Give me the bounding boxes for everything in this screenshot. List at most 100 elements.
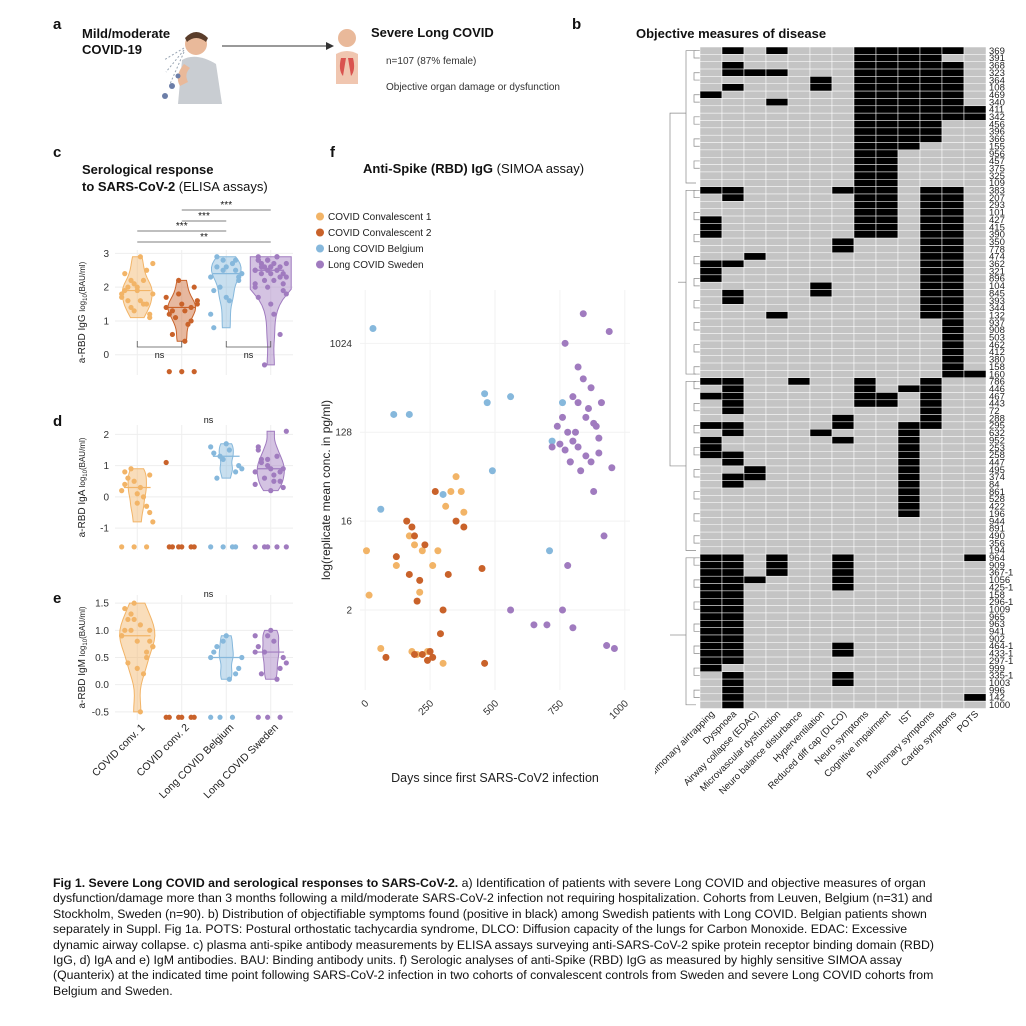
heatmap-cell xyxy=(919,76,943,85)
dendrogram-leaf xyxy=(693,447,700,456)
data-point xyxy=(131,600,137,606)
data-point xyxy=(268,488,274,494)
heatmap-cell xyxy=(919,318,943,327)
heatmap-cell xyxy=(699,274,723,283)
heatmap-cell xyxy=(809,223,833,231)
heatmap-cell xyxy=(787,105,811,114)
legend-label: COVID Convalescent 2 xyxy=(328,228,432,239)
heatmap-cell xyxy=(721,98,745,107)
heatmap-cell xyxy=(875,186,899,195)
heatmap-cell xyxy=(809,274,833,283)
heatmap-cell xyxy=(875,524,899,533)
heatmap-cell xyxy=(765,620,789,628)
heatmap-cell xyxy=(721,120,745,129)
heatmap-cell xyxy=(765,259,789,268)
heatmap-cell xyxy=(809,76,833,85)
heatmap-cell xyxy=(721,590,745,599)
heatmap-row-label: 158 xyxy=(989,362,1005,373)
heatmap-cell xyxy=(919,451,943,459)
panel-a-right-title: Severe Long COVID xyxy=(371,25,494,40)
scatter-point xyxy=(577,467,585,475)
heatmap-cell xyxy=(941,112,965,121)
heatmap-cell xyxy=(787,120,811,129)
heatmap-row-label: 368 xyxy=(989,61,1005,72)
heatmap-cell xyxy=(809,428,833,437)
heatmap-cell xyxy=(831,517,855,525)
heatmap-cell xyxy=(721,627,745,636)
heatmap-cell xyxy=(743,399,767,408)
heatmap-cell xyxy=(941,311,965,320)
dendrogram-leaf xyxy=(693,403,700,412)
heatmap-cell xyxy=(721,561,745,570)
heatmap-row-label: 495 xyxy=(989,465,1005,476)
heatmap-row-label: 446 xyxy=(989,384,1005,395)
data-point xyxy=(252,469,258,475)
dendrogram-leaf xyxy=(693,491,700,500)
heatmap-cell xyxy=(853,149,877,158)
heatmap-row-label: 956 xyxy=(989,149,1005,160)
heatmap-cell xyxy=(699,54,723,62)
heatmap-cell xyxy=(765,105,789,114)
heatmap-row-label: 362 xyxy=(989,259,1005,270)
heatmap-cell xyxy=(809,524,833,533)
heatmap-cell xyxy=(941,318,965,327)
heatmap-cell xyxy=(831,605,855,614)
heatmap-cell xyxy=(963,318,987,327)
data-point xyxy=(214,644,220,650)
heatmap-row-label: 391 xyxy=(989,53,1005,64)
heatmap-cell xyxy=(831,157,855,165)
heatmap-cell xyxy=(831,98,855,107)
heatmap-cell xyxy=(941,553,965,562)
heatmap-cell xyxy=(875,289,899,298)
data-point xyxy=(226,298,232,304)
heatmap-cell xyxy=(919,392,943,401)
heatmap-cell xyxy=(941,671,965,680)
heatmap-cell xyxy=(897,612,921,621)
heatmap-cell xyxy=(963,495,987,503)
heatmap-cell xyxy=(941,561,965,570)
heatmap-cell xyxy=(919,620,943,628)
heatmap-cell xyxy=(743,304,767,312)
heatmap-cell xyxy=(853,61,877,70)
significance-bracket xyxy=(225,341,272,348)
heatmap-cell xyxy=(721,686,745,695)
heatmap-cell xyxy=(853,215,877,224)
heatmap-cell xyxy=(919,179,943,187)
heatmap-cell xyxy=(743,149,767,158)
heatmap-cell xyxy=(875,465,899,474)
heatmap-row-label: 296-1 xyxy=(989,597,1013,608)
heatmap-cell xyxy=(875,142,899,151)
heatmap-cell xyxy=(787,274,811,283)
heatmap-cell xyxy=(787,664,811,673)
heatmap-cell xyxy=(721,531,745,540)
scatter-point xyxy=(392,553,400,561)
heatmap-cell xyxy=(963,105,987,114)
heatmap-cell xyxy=(699,642,723,650)
heatmap-cell xyxy=(941,642,965,650)
heatmap-cell xyxy=(897,215,921,224)
panel-c-label: c xyxy=(53,144,62,161)
heatmap-cell xyxy=(699,289,723,298)
heatmap-cell xyxy=(963,693,987,702)
data-point xyxy=(232,267,239,273)
heatmap-row-label: 350 xyxy=(989,237,1005,248)
heatmap-cell xyxy=(787,83,811,92)
heatmap-cell xyxy=(897,259,921,268)
heatmap-cell xyxy=(919,443,943,452)
data-point xyxy=(274,254,280,260)
heatmap-cell xyxy=(699,245,723,254)
heatmap-row-label: 490 xyxy=(989,531,1005,542)
heatmap-cell xyxy=(787,443,811,452)
heatmap-cell xyxy=(897,311,921,320)
heatmap-row-label: 293 xyxy=(989,200,1005,211)
heatmap-cell xyxy=(787,428,811,437)
heatmap-cell xyxy=(831,458,855,467)
heatmap-cell xyxy=(875,318,899,327)
heatmap-row-label: 462 xyxy=(989,340,1005,351)
heatmap-cell xyxy=(963,348,987,356)
heatmap-cell xyxy=(787,171,811,180)
heatmap-cell xyxy=(897,355,921,364)
data-point xyxy=(191,369,197,375)
dendrogram-leaf xyxy=(693,344,700,353)
heatmap-cell xyxy=(721,362,745,371)
